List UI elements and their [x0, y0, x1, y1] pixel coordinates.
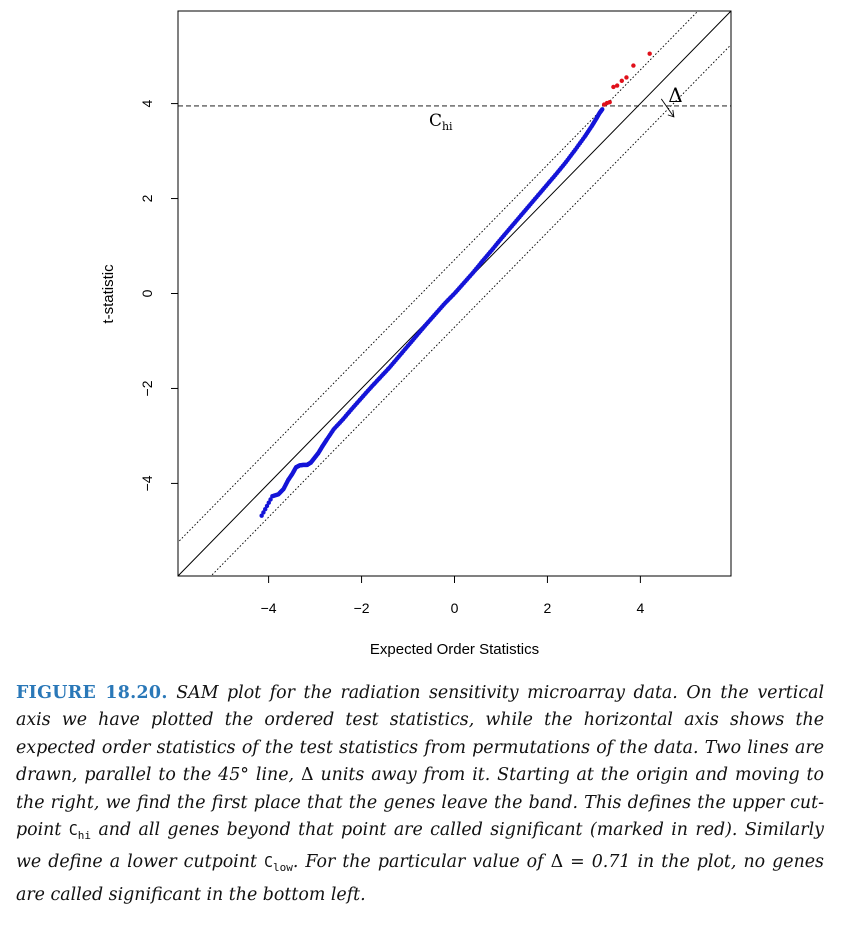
- x-tick-label: 2: [544, 600, 552, 616]
- gene-point-fill: [394, 356, 400, 361]
- gene-point-fill: [506, 227, 511, 232]
- x-tick-label: −4: [261, 600, 277, 616]
- c-hi-symbol: Chi: [68, 821, 92, 843]
- gene-point-fill: [263, 507, 268, 512]
- gene-point-fill: [534, 194, 539, 200]
- delta-symbol: Δ: [550, 852, 564, 873]
- gene-point-fill: [357, 397, 363, 402]
- y-tick-label: 0: [139, 289, 155, 297]
- delta-symbol: Δ: [300, 765, 314, 786]
- significant-point: [624, 75, 629, 80]
- y-axis-title: t-statistic: [100, 264, 117, 324]
- gene-point-fill: [348, 408, 353, 413]
- significant-point: [631, 63, 636, 68]
- x-tick-label: 0: [451, 600, 459, 616]
- y-tick-label: −2: [139, 380, 155, 396]
- gene-point-fill: [525, 205, 530, 211]
- gene-point-fill: [261, 510, 266, 515]
- gene-point-fill: [441, 302, 446, 307]
- gene-point-fill: [460, 282, 465, 287]
- gene-point-fill: [562, 161, 567, 167]
- gene-point-fill: [339, 418, 344, 424]
- gene-point-fill: [413, 334, 418, 339]
- y-tick-label: −4: [139, 475, 155, 491]
- lower-band-line: [210, 44, 731, 576]
- y-axis: −4 −2 0 2 4: [139, 99, 179, 491]
- y-tick-label: 4: [139, 99, 155, 107]
- caption-text-6: = 0.71 in the plot, no genes are called …: [16, 852, 824, 905]
- gene-point-fill: [580, 136, 586, 142]
- c-low-symbol: Clow: [263, 853, 293, 875]
- significant-point: [614, 83, 620, 88]
- gene-point-fill: [599, 107, 605, 113]
- delta-arrow: [660, 98, 675, 118]
- significant-point: [647, 51, 652, 56]
- delta-arrowhead: [667, 109, 675, 118]
- gene-point-fill: [385, 367, 391, 372]
- caption-text-2: line,: [249, 765, 301, 786]
- figure-label: FIGURE 18.20.: [16, 683, 168, 703]
- figure-caption: FIGURE 18.20. SAM plot for the radiation…: [16, 680, 824, 909]
- significant-point: [619, 78, 624, 83]
- caption-text-4: and all genes beyond that point are call…: [16, 820, 824, 873]
- gene-point-fill: [543, 183, 549, 189]
- gene-point-fill: [404, 345, 409, 350]
- significant-point: [611, 84, 616, 90]
- data-points: [259, 51, 652, 518]
- x-axis-title: Expected Order Statistics: [370, 641, 539, 658]
- sam-plot: −4 −2 0 2 4 −4 −2 0 2 4 Expected Order Statistic…: [100, 10, 732, 658]
- gene-point: [259, 513, 264, 518]
- delta-label: Δ: [668, 83, 682, 107]
- gene-point-fill: [264, 503, 270, 509]
- gene-point-fill: [552, 172, 558, 178]
- gene-point-fill: [266, 500, 271, 505]
- x-axis: −4 −2 0 2 4: [261, 575, 644, 616]
- gene-point-fill: [497, 238, 502, 243]
- x-tick-label: 4: [636, 600, 644, 616]
- gene-point-fill: [450, 292, 456, 298]
- x-tick-label: −2: [354, 600, 370, 616]
- gene-point-fill: [330, 428, 335, 434]
- caption-text-3: units away from it. Starting at the orig…: [16, 765, 824, 841]
- gene-point-fill: [571, 149, 576, 154]
- c-hi-label: Chi: [429, 111, 453, 133]
- gene-point-fill: [478, 260, 484, 266]
- y-tick-label: 2: [139, 194, 155, 202]
- gene-point-fill: [376, 376, 381, 382]
- gene-point-fill: [367, 387, 372, 392]
- gene-point-fill: [487, 249, 493, 255]
- degree-symbol: °: [240, 765, 249, 786]
- annotations: Chi Δ: [429, 83, 683, 133]
- gene-point-fill: [268, 497, 273, 502]
- gene-point-fill: [469, 272, 474, 277]
- significant-point: [607, 99, 612, 105]
- gene-point-fill: [432, 312, 437, 318]
- gene-point-fill: [515, 216, 521, 222]
- caption-text-5: . For the particular value of: [292, 852, 551, 873]
- gene-point-fill: [422, 323, 428, 328]
- caption-text-1: SAM plot for the radiation sensitivity m…: [16, 683, 825, 786]
- upper-band-line: [178, 11, 699, 543]
